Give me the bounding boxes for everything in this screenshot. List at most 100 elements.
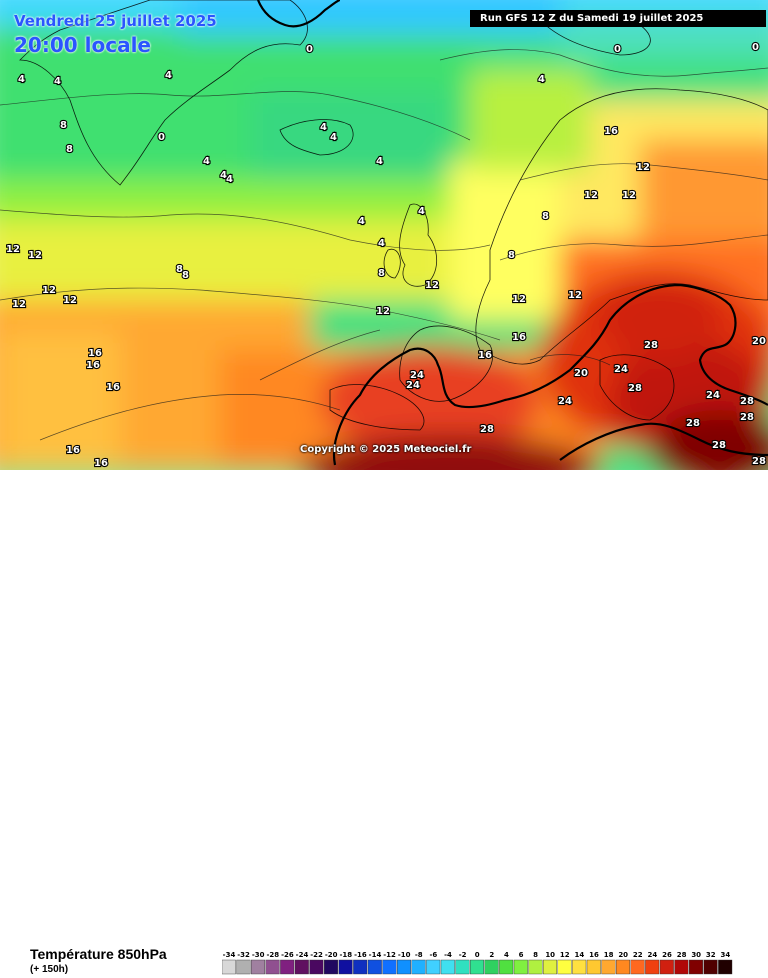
forecast-date: Vendredi 25 juillet 2025 <box>14 12 217 30</box>
contour-label: 4 <box>165 70 172 81</box>
legend-tick-label: -6 <box>430 951 438 959</box>
contour-label: 12 <box>636 162 650 173</box>
legend-color-swatch <box>557 959 572 975</box>
legend-tick-label: -32 <box>237 951 250 959</box>
contour-label: 16 <box>512 332 526 343</box>
contour-label: 12 <box>376 306 390 317</box>
legend-tick-label: -34 <box>223 951 236 959</box>
contour-label: 4 <box>330 132 337 143</box>
legend-tick-label: 26 <box>662 951 672 959</box>
legend-tick-label: 28 <box>677 951 687 959</box>
contour-label: 16 <box>478 350 492 361</box>
legend-color-swatch <box>513 959 528 975</box>
lead-time: (+ 150h) <box>30 964 69 975</box>
legend-color-swatch <box>484 959 499 975</box>
contour-label: 16 <box>66 445 80 456</box>
contour-label: 24 <box>558 396 572 407</box>
legend-tick-label: 14 <box>575 951 585 959</box>
contour-labels: 0 0 0 0 4 4 4 4 4 4 4 4 4 4 4 4 4 8 8 8 … <box>5 41 767 470</box>
legend-color-swatch <box>543 959 558 975</box>
contour-label: 28 <box>628 383 642 394</box>
legend-color-swatch <box>499 959 514 975</box>
contour-label: 24 <box>410 370 424 381</box>
contour-label: 28 <box>686 418 700 429</box>
legend-color-swatch <box>338 959 353 975</box>
legend-color-swatch <box>251 959 266 975</box>
contour-label: 4 <box>226 174 233 185</box>
contour-label: 4 <box>203 156 210 167</box>
legend-tick-label: 2 <box>489 951 494 959</box>
contour-label: 12 <box>12 299 26 310</box>
legend-tick-label: -26 <box>281 951 294 959</box>
legend-color-swatch <box>323 959 338 975</box>
legend-color-swatch <box>367 959 382 975</box>
legend-color-swatch <box>601 959 616 975</box>
contour-label: 4 <box>18 74 25 85</box>
contour-label: 24 <box>406 380 420 391</box>
contour-label: 16 <box>94 458 108 469</box>
contour-label: 4 <box>538 74 545 85</box>
contour-label: 4 <box>54 76 61 87</box>
legend-color-swatch <box>659 959 674 975</box>
legend-color-swatch <box>455 959 470 975</box>
legend-color-swatch <box>222 959 236 975</box>
legend-tick-label: -12 <box>383 951 396 959</box>
contour-label: 12 <box>425 280 439 291</box>
legend-tick-label: -30 <box>252 951 265 959</box>
legend-tick-label: 34 <box>721 951 731 959</box>
color-scale-legend: -34 -32 -30 -28 -26 -24 -22 -20 -18 -16 -14 -12 -10-… <box>222 951 733 975</box>
legend-color-swatch <box>426 959 441 975</box>
legend-tick-label: -4 <box>444 951 452 959</box>
contour-label: 12 <box>512 294 526 305</box>
legend-tick-label: 8 <box>533 951 538 959</box>
legend-color-swatch <box>616 959 631 975</box>
legend-tick-label: 24 <box>648 951 658 959</box>
legend-color-swatch <box>586 959 601 975</box>
legend-tick-label: -14 <box>369 951 382 959</box>
legend-tick-label: -20 <box>325 951 338 959</box>
legend-color-swatch <box>440 959 455 975</box>
legend-tick-label: -10 <box>398 951 411 959</box>
legend-color-swatch <box>674 959 689 975</box>
legend-tick-label: 22 <box>633 951 643 959</box>
contour-label: 4 <box>358 216 365 227</box>
contour-label: 8 <box>182 270 189 281</box>
contour-label: 28 <box>740 412 754 423</box>
legend-tick-label: 16 <box>589 951 599 959</box>
legend-color-swatch <box>396 959 411 975</box>
contour-label: 28 <box>712 440 726 451</box>
temperature-map: 0 0 0 0 4 4 4 4 4 4 4 4 4 4 4 4 4 8 8 8 … <box>0 0 768 470</box>
legend-tick-label: -28 <box>266 951 279 959</box>
contour-label: 16 <box>86 360 100 371</box>
contour-label: 12 <box>584 190 598 201</box>
contour-label: 20 <box>574 368 588 379</box>
legend-color-swatch <box>294 959 309 975</box>
contour-label: 24 <box>614 364 628 375</box>
legend-tick-label: -18 <box>339 951 352 959</box>
contour-label: 24 <box>706 390 720 401</box>
legend-tick-label: -2 <box>459 951 467 959</box>
contour-label: 16 <box>604 126 618 137</box>
legend-tick-label: -22 <box>310 951 323 959</box>
contour-label: 12 <box>63 295 77 306</box>
contour-label: 8 <box>60 120 67 131</box>
legend-color-swatch <box>411 959 426 975</box>
legend-tick-label: 30 <box>691 951 701 959</box>
legend-color-swatch <box>280 959 295 975</box>
legend-tick-label: 12 <box>560 951 570 959</box>
legend-color-swatch <box>469 959 484 975</box>
legend-tick-label: -8 <box>415 951 423 959</box>
contour-label: 28 <box>644 340 658 351</box>
contour-label: 0 <box>158 132 165 143</box>
legend-color-swatch <box>645 959 660 975</box>
legend-color-swatch <box>572 959 587 975</box>
legend-color-swatch <box>309 959 324 975</box>
legend-color-swatch <box>703 959 718 975</box>
contour-label: 12 <box>622 190 636 201</box>
map-canvas: 0 0 0 0 4 4 4 4 4 4 4 4 4 4 4 4 4 8 8 8 … <box>0 0 768 470</box>
legend-tick-label: 0 <box>475 951 480 959</box>
variable-title: Température 850hPa <box>30 946 167 962</box>
contour-label: 16 <box>88 348 102 359</box>
legend-color-swatch <box>630 959 645 975</box>
forecast-time: 20:00 locale <box>14 33 151 57</box>
